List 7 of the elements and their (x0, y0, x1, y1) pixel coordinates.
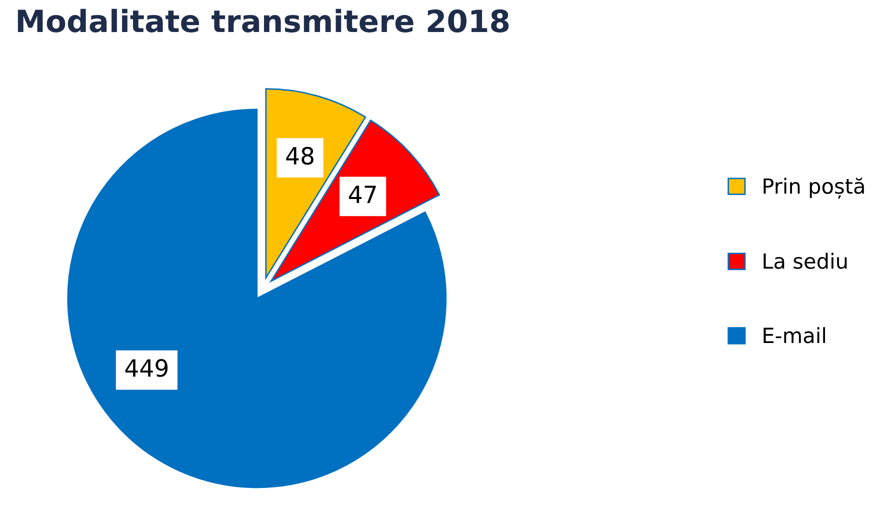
data-label: 47 (348, 186, 376, 204)
data-label: 449 (125, 359, 168, 377)
legend-label: Prin poștă (764, 178, 864, 199)
data-label: 48 (286, 146, 314, 165)
legend-label: E-mail (764, 327, 826, 344)
chart-title: Modalitate transmitere 2018 (18, 8, 509, 32)
legend-label: La sediu (764, 252, 847, 269)
